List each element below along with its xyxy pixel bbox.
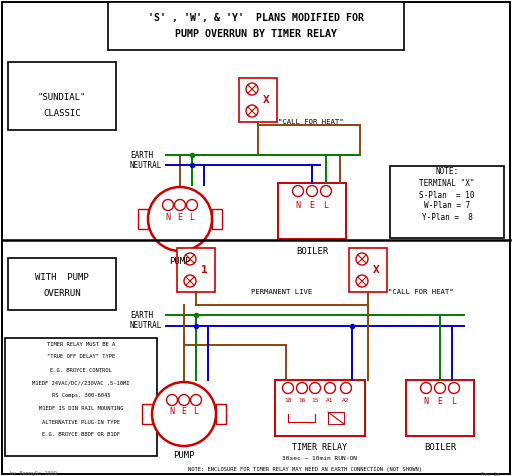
Text: WITH  PUMP: WITH PUMP	[35, 274, 89, 282]
Circle shape	[246, 105, 258, 117]
Text: "CALL FOR HEAT": "CALL FOR HEAT"	[278, 119, 344, 125]
Circle shape	[435, 383, 445, 394]
Text: N: N	[295, 200, 301, 209]
Text: E.G. BROYCE B8DF OR B1DF: E.G. BROYCE B8DF OR B1DF	[42, 433, 120, 437]
Text: L: L	[189, 212, 195, 221]
Circle shape	[296, 383, 308, 394]
Text: BOILER: BOILER	[296, 247, 328, 256]
Text: "CALL FOR HEAT": "CALL FOR HEAT"	[388, 289, 454, 295]
Text: E: E	[181, 407, 186, 416]
Circle shape	[356, 275, 368, 287]
Text: Y-Plan =  8: Y-Plan = 8	[421, 212, 473, 221]
Circle shape	[179, 395, 189, 406]
Text: CLASSIC: CLASSIC	[43, 109, 81, 118]
Bar	[108, 2, 404, 50]
Text: N: N	[165, 212, 170, 221]
Circle shape	[420, 383, 432, 394]
Circle shape	[184, 275, 196, 287]
Text: X: X	[373, 265, 379, 275]
Text: M1EDF 24VAC/DC//230VAC .5-10MI: M1EDF 24VAC/DC//230VAC .5-10MI	[32, 380, 130, 386]
Text: PUMP: PUMP	[173, 452, 195, 460]
Text: NOTE:: NOTE:	[435, 168, 459, 177]
Text: 16: 16	[298, 397, 306, 403]
Text: L: L	[452, 397, 457, 407]
Text: RS Comps. 300-6045: RS Comps. 300-6045	[52, 394, 110, 398]
Circle shape	[184, 253, 196, 265]
Text: A1: A1	[326, 397, 334, 403]
Text: E: E	[437, 397, 442, 407]
Text: M1EDF IS DIN RAIL MOUNTING: M1EDF IS DIN RAIL MOUNTING	[39, 407, 123, 411]
Circle shape	[340, 383, 352, 394]
Bar	[177, 248, 215, 292]
Text: E: E	[309, 200, 314, 209]
Text: PUMP: PUMP	[169, 257, 191, 266]
Text: ALTERNATIVE PLUG-IN TYPE: ALTERNATIVE PLUG-IN TYPE	[42, 419, 120, 425]
Text: Rev 1a: Rev 1a	[481, 472, 500, 476]
Circle shape	[307, 186, 317, 197]
Text: W-Plan = 7: W-Plan = 7	[424, 201, 470, 210]
Text: BOILER: BOILER	[424, 444, 456, 453]
Circle shape	[449, 383, 459, 394]
Text: 15: 15	[311, 397, 319, 403]
Text: 1: 1	[201, 265, 207, 275]
Text: NEUTRAL: NEUTRAL	[130, 160, 162, 169]
Circle shape	[292, 186, 304, 197]
Text: E: E	[178, 212, 182, 221]
Bar	[138, 209, 148, 229]
Text: 'S' , 'W', & 'Y'  PLANS MODIFIED FOR: 'S' , 'W', & 'Y' PLANS MODIFIED FOR	[148, 13, 364, 23]
Text: NEUTRAL: NEUTRAL	[130, 321, 162, 330]
Text: N: N	[169, 407, 175, 416]
Text: EARTH: EARTH	[130, 150, 153, 159]
Text: L: L	[324, 200, 329, 209]
Circle shape	[152, 382, 216, 446]
Circle shape	[246, 83, 258, 95]
Bar	[142, 404, 152, 424]
Text: EARTH: EARTH	[130, 310, 153, 319]
Text: OVERRUN: OVERRUN	[43, 288, 81, 298]
Text: N: N	[423, 397, 429, 407]
Circle shape	[309, 383, 321, 394]
Text: "SUNDIAL": "SUNDIAL"	[38, 93, 86, 102]
Bar	[216, 404, 226, 424]
Text: NOTE: ENCLOSURE FOR TIMER RELAY MAY NEED AN EARTH CONNECTION (NOT SHOWN): NOTE: ENCLOSURE FOR TIMER RELAY MAY NEED…	[188, 466, 422, 472]
Text: TIMER RELAY MUST BE A: TIMER RELAY MUST BE A	[47, 341, 115, 347]
Bar	[390, 166, 504, 238]
Text: PUMP OVERRUN BY TIMER RELAY: PUMP OVERRUN BY TIMER RELAY	[175, 29, 337, 39]
Text: L: L	[194, 407, 199, 416]
Circle shape	[325, 383, 335, 394]
Circle shape	[166, 395, 178, 406]
Text: "TRUE OFF DELAY" TYPE: "TRUE OFF DELAY" TYPE	[47, 355, 115, 359]
Circle shape	[356, 253, 368, 265]
Text: A2: A2	[342, 397, 350, 403]
Text: by BennyDc 2009: by BennyDc 2009	[10, 472, 57, 476]
Text: TERMINAL "X": TERMINAL "X"	[419, 178, 475, 188]
Bar	[328, 412, 344, 424]
Circle shape	[321, 186, 331, 197]
Text: E.G. BROYCE CONTROL: E.G. BROYCE CONTROL	[50, 367, 112, 373]
Bar	[275, 380, 365, 436]
Circle shape	[283, 383, 293, 394]
Circle shape	[162, 199, 174, 210]
Text: 18: 18	[284, 397, 292, 403]
Bar	[212, 209, 222, 229]
Bar	[5, 338, 157, 456]
Bar	[406, 380, 474, 436]
Bar	[8, 258, 116, 310]
Bar	[278, 183, 346, 239]
Circle shape	[186, 199, 198, 210]
Text: PERMANENT LIVE: PERMANENT LIVE	[251, 289, 313, 295]
Bar	[349, 248, 387, 292]
Text: S-Plan  = 10: S-Plan = 10	[419, 190, 475, 199]
Circle shape	[148, 187, 212, 251]
Text: TIMER RELAY: TIMER RELAY	[292, 444, 348, 453]
Circle shape	[175, 199, 185, 210]
Text: X: X	[263, 95, 269, 105]
Bar	[8, 62, 116, 130]
Circle shape	[190, 395, 202, 406]
Bar	[239, 78, 277, 122]
Text: 30sec ~ 10min RUN-ON: 30sec ~ 10min RUN-ON	[283, 456, 357, 460]
